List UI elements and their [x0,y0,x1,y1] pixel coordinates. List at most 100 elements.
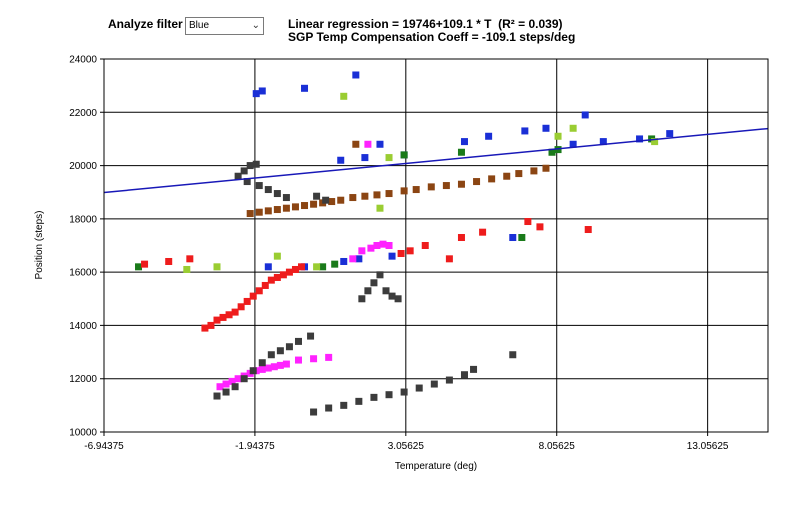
data-point [255,208,263,216]
data-point [530,167,538,175]
data-point [385,391,393,399]
data-point [328,198,336,206]
data-point [282,194,290,202]
data-point [282,360,290,368]
x-axis-label: Temperature (deg) [395,461,477,472]
data-point [285,343,293,351]
data-point [276,361,284,369]
data-point [554,146,562,154]
data-point [249,292,257,300]
y-tick-labels: 10000 12000 14000 16000 18000 20000 22000 24000 [69,55,97,439]
data-point [264,207,272,215]
data-point [310,355,318,363]
data-point [301,84,309,92]
data-point [331,260,339,268]
y-tick-label: 14000 [69,321,97,332]
data-point [379,240,387,248]
data-point [231,308,239,316]
data-point [258,365,266,373]
regression-line-group [103,127,769,194]
data-point [340,257,348,265]
y-tick-label: 18000 [69,214,97,225]
data-point [255,182,263,190]
data-point [445,255,453,263]
data-point [400,151,408,159]
data-point [584,226,592,234]
data-point [319,263,327,271]
chevron-down-icon[interactable]: ⌄ [251,20,260,31]
data-point [488,175,496,183]
data-point [246,162,254,170]
x-tick-label: -1.94375 [235,441,275,452]
data-point [569,124,577,132]
data-point [355,255,363,263]
data-point [548,148,556,156]
data-point [267,351,275,359]
data-point [521,127,529,135]
data-point [509,234,517,242]
data-point [349,194,357,202]
data-point [376,204,384,212]
data-point [219,313,227,321]
data-point [270,363,278,371]
data-point [352,140,360,148]
data-point [273,206,281,214]
data-point [237,303,245,311]
regression-equation: Linear regression = 19746+109.1 * T (R² … [288,17,563,31]
data-point [373,191,381,199]
data-point [273,273,281,281]
data-point [361,192,369,200]
data-point [457,234,465,242]
data-point [457,180,465,188]
data-point [479,228,487,236]
data-point [388,252,396,260]
data-point [310,408,318,416]
data-point [373,242,381,249]
data-point [400,187,408,195]
data-point [231,383,239,391]
data-point [310,200,318,208]
analyze-filter-label: Analyze filter [108,17,183,31]
data-point [394,295,402,303]
data-points [135,71,674,416]
data-point [470,365,478,373]
data-point [255,287,263,295]
data-point [252,160,260,168]
data-point [421,242,429,249]
plot-frame [103,58,769,433]
data-point [183,265,191,273]
data-point [364,287,372,295]
data-point [485,132,493,140]
data-point [243,178,251,186]
data-point [325,353,333,361]
filter-select-value: Blue [189,20,210,31]
data-point [282,204,290,212]
x-tick-label: 3.05625 [388,441,425,452]
data-point [258,87,266,95]
data-point [273,252,281,260]
data-point [385,154,393,162]
data-point [276,347,284,355]
data-point [207,321,215,329]
data-point [201,324,209,332]
data-point [273,190,281,198]
data-point [412,186,420,194]
filter-select[interactable]: Blue ⌄ [185,17,264,35]
data-point [364,140,372,148]
grid-lines [100,58,768,436]
y-axis-label: Position (steps) [34,211,45,280]
data-point [267,276,275,284]
data-point [291,265,299,273]
data-point [406,247,414,255]
data-point [243,297,251,305]
data-point [264,364,272,372]
data-point [427,183,435,191]
data-point [636,135,644,143]
data-point [349,255,357,263]
data-point [141,260,149,268]
data-point [240,375,248,383]
data-point [385,190,393,198]
data-point [370,279,378,287]
data-point [340,401,348,409]
